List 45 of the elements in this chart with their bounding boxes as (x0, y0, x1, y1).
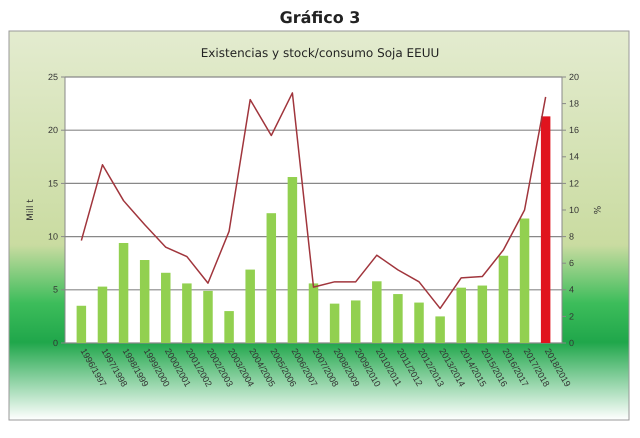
bar (540, 116, 550, 343)
y2-axis-title: % (591, 206, 601, 215)
bar (266, 213, 276, 343)
y2-tick-label: 18 (569, 98, 580, 108)
bar (288, 177, 298, 343)
bar (435, 316, 445, 343)
bar (140, 260, 150, 343)
bar (456, 288, 466, 343)
y-tick-label: 20 (48, 125, 58, 136)
bar (203, 290, 213, 343)
bar (498, 256, 508, 343)
y-tick-label: 10 (48, 231, 58, 242)
bar (224, 311, 234, 343)
y2-tick-label: 2 (569, 311, 574, 322)
y-tick-label: 0 (52, 338, 58, 348)
y-axis-title: Mill t (26, 198, 36, 221)
bar (98, 286, 108, 343)
bar (245, 270, 255, 343)
bar (76, 306, 86, 343)
y-tick-label: 5 (52, 284, 58, 295)
y2-tick-label: 16 (569, 125, 580, 136)
y2-tick-label: 4 (569, 284, 574, 295)
y2-tick-label: 14 (569, 152, 580, 162)
line-series (80, 92, 546, 310)
y2-tick-label: 8 (569, 231, 574, 242)
chart-subtitle: Existencias y stock/consumo Soja EEUU (200, 46, 440, 60)
bar (393, 294, 403, 343)
y2-tick-label: 10 (569, 204, 580, 215)
bar (330, 304, 340, 343)
bar (414, 302, 424, 343)
bar (182, 283, 192, 343)
bar (520, 218, 530, 343)
bar (308, 283, 318, 343)
y-tick-label: 25 (48, 72, 58, 82)
chart-title: Gráfico 3 (280, 8, 360, 27)
bar (478, 286, 488, 343)
y2-tick-label: 20 (569, 72, 580, 82)
y2-tick-label: 6 (569, 258, 574, 268)
y2-tick-label: 0 (569, 338, 574, 348)
y-tick-label: 15 (48, 178, 58, 188)
bar (350, 300, 360, 343)
bar (118, 242, 128, 343)
bar (161, 272, 171, 343)
bar (372, 281, 382, 343)
y2-tick-label: 12 (569, 178, 580, 188)
